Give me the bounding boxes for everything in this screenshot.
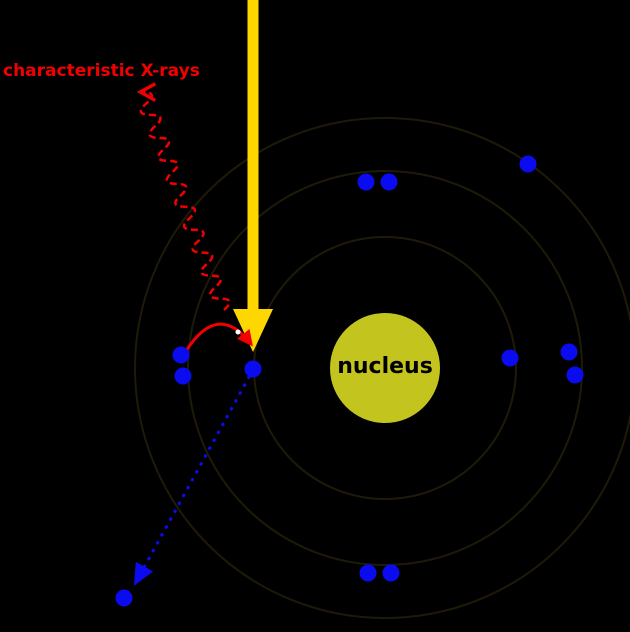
k-shell-electron [501,349,519,367]
xray-label: characteristic X-rays [3,61,200,81]
electron-transition-arrow [184,322,253,352]
l-shell-electron [566,366,584,384]
l-shell-electron [382,564,400,582]
incident-beam-arrowhead [233,309,273,352]
l-shell-electron [174,367,192,385]
vacancy-dot [235,329,241,335]
l-shell-electron [359,564,377,582]
ejected-electron [115,589,133,607]
l-shell-electron [560,343,578,361]
nucleus [330,313,440,423]
l-shell-electron [172,346,190,364]
xray-wavy-arrow [141,92,231,311]
m-shell-electron [519,155,537,173]
l-shell-electron [380,173,398,191]
orbit-shell-2 [187,170,583,566]
ejected-electron-arrow [133,375,251,586]
orbit-shell-3 [134,117,630,619]
nucleus-label: nucleus [337,354,433,379]
l-shell-electron [357,173,375,191]
k-shell-electron-struck [244,360,262,378]
